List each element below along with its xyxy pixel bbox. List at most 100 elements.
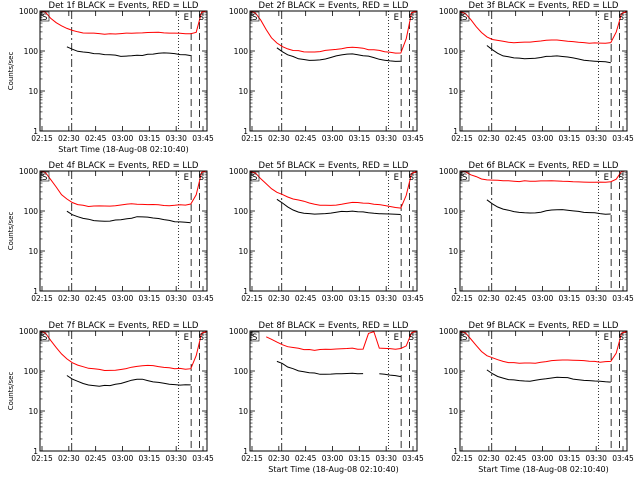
y-tick-label: 1000 xyxy=(439,167,458,176)
x-tick-label: 02:45 xyxy=(505,454,527,463)
x-tick-label: 03:45 xyxy=(192,134,214,143)
x-tick-label: 03:00 xyxy=(532,454,554,463)
series-line-0 xyxy=(39,170,208,208)
series-line-0 xyxy=(459,170,628,183)
marker-e: E xyxy=(394,13,399,23)
series-line-1 xyxy=(486,199,611,215)
plot-frame xyxy=(249,10,418,132)
chart-title: Det 9f BLACK = Events, RED = LLD xyxy=(469,321,619,331)
y-axis-label: Counts/sec xyxy=(7,212,15,251)
x-tick-label: 02:15 xyxy=(31,294,53,303)
series-line-1 xyxy=(276,198,401,215)
marker-s: S xyxy=(409,173,414,183)
chart-title: Det 6f BLACK = Events, RED = LLD xyxy=(469,161,619,171)
y-tick-label: 100 xyxy=(24,207,39,216)
series-line-1 xyxy=(486,369,611,383)
y-tick-label: 100 xyxy=(234,47,249,56)
x-tick-label: 03:45 xyxy=(192,294,214,303)
x-tick-label: 03:45 xyxy=(192,454,214,463)
x-tick-label: 02:30 xyxy=(478,294,500,303)
y-tick-label: 1000 xyxy=(229,7,248,16)
x-tick-label: 02:45 xyxy=(295,294,317,303)
series-line-0 xyxy=(459,10,628,44)
marker-s: S xyxy=(619,333,624,343)
marker-s: S xyxy=(199,173,204,183)
marker-s: S xyxy=(199,333,204,343)
chart-panel: Det 9f BLACK = Events, RED = LLD Start Ti… xyxy=(439,321,634,474)
x-tick-label: 03:30 xyxy=(165,454,187,463)
x-tick-label: 03:00 xyxy=(532,294,554,303)
corner-marker-box xyxy=(250,171,260,182)
x-axis-label: Start Time (18-Aug-08 02:10:40) xyxy=(58,145,189,154)
corner-marker-box xyxy=(460,171,470,182)
corner-marker-box xyxy=(250,11,260,22)
x-tick-label: 02:15 xyxy=(451,134,473,143)
marker-s: S xyxy=(409,333,414,343)
x-tick-label: 02:15 xyxy=(451,454,473,463)
y-tick-label: 1000 xyxy=(439,7,458,16)
y-tick-label: 1000 xyxy=(19,7,38,16)
x-tick-label: 03:00 xyxy=(532,134,554,143)
x-tick-label: 02:30 xyxy=(268,134,290,143)
y-tick-label: 100 xyxy=(444,367,459,376)
chart-title: Det 5f BLACK = Events, RED = LLD xyxy=(259,161,409,171)
y-tick-label: 1 xyxy=(243,287,248,296)
y-tick-label: 1000 xyxy=(229,167,248,176)
series-line-1 xyxy=(66,46,191,57)
x-tick-label: 03:00 xyxy=(112,454,134,463)
y-tick-label: 10 xyxy=(448,247,458,256)
x-tick-label: 03:00 xyxy=(322,134,344,143)
chart-panel: Det 6f BLACK = Events, RED = LLD 1 10 100 10… xyxy=(439,161,634,303)
y-axis-label: Counts/sec xyxy=(7,372,15,411)
x-tick-label: 03:15 xyxy=(139,454,161,463)
marker-e: E xyxy=(604,13,609,23)
chart-title: Det 2f BLACK = Events, RED = LLD xyxy=(259,1,409,11)
y-tick-label: 10 xyxy=(28,247,38,256)
x-tick-label: 02:45 xyxy=(85,294,107,303)
series-line-0 xyxy=(249,10,418,54)
x-tick-label: 03:15 xyxy=(349,454,371,463)
y-tick-label: 100 xyxy=(234,207,249,216)
x-tick-label: 03:30 xyxy=(165,294,187,303)
x-tick-label: 02:15 xyxy=(241,454,263,463)
x-tick-label: 02:30 xyxy=(478,134,500,143)
marker-e: E xyxy=(394,173,399,183)
x-tick-label: 02:30 xyxy=(478,454,500,463)
y-tick-label: 1 xyxy=(243,127,248,136)
corner-marker-box xyxy=(250,331,260,342)
x-tick-label: 03:30 xyxy=(585,454,607,463)
marker-s: S xyxy=(409,13,414,23)
x-tick-label: 03:15 xyxy=(559,134,581,143)
x-tick-label: 02:45 xyxy=(295,454,317,463)
chart-panel: Det 1f BLACK = Events, RED = LLD Counts/s… xyxy=(7,1,214,154)
x-tick-label: 03:30 xyxy=(375,294,397,303)
x-tick-label: 03:00 xyxy=(322,454,344,463)
corner-marker-s: S xyxy=(42,13,47,23)
x-tick-label: 03:30 xyxy=(165,134,187,143)
x-tick-label: 03:45 xyxy=(612,294,634,303)
x-tick-label: 02:15 xyxy=(241,134,263,143)
x-tick-label: 02:45 xyxy=(505,134,527,143)
x-tick-label: 03:15 xyxy=(559,454,581,463)
x-tick-label: 03:30 xyxy=(375,454,397,463)
y-tick-label: 10 xyxy=(448,407,458,416)
x-tick-label: 02:30 xyxy=(58,294,80,303)
y-tick-label: 10 xyxy=(238,247,248,256)
x-tick-label: 03:45 xyxy=(612,454,634,463)
x-tick-label: 03:45 xyxy=(402,454,424,463)
x-tick-label: 03:15 xyxy=(139,294,161,303)
chart-panel: Det 8f BLACK = Events, RED = LLD Start Ti… xyxy=(229,321,424,474)
corner-marker-box xyxy=(40,11,50,22)
x-tick-label: 03:00 xyxy=(112,294,134,303)
x-tick-label: 02:30 xyxy=(268,294,290,303)
y-tick-label: 1000 xyxy=(19,167,38,176)
x-tick-label: 02:30 xyxy=(58,454,80,463)
chart-panel: Det 3f BLACK = Events, RED = LLD 1 10 100 10… xyxy=(439,1,634,143)
y-tick-label: 1000 xyxy=(229,327,248,336)
x-tick-label: 03:15 xyxy=(349,294,371,303)
x-tick-label: 03:15 xyxy=(559,294,581,303)
chart-title: Det 1f BLACK = Events, RED = LLD xyxy=(49,1,199,11)
y-tick-label: 10 xyxy=(448,87,458,96)
y-tick-label: 1000 xyxy=(19,327,38,336)
plot-frame xyxy=(39,10,208,132)
